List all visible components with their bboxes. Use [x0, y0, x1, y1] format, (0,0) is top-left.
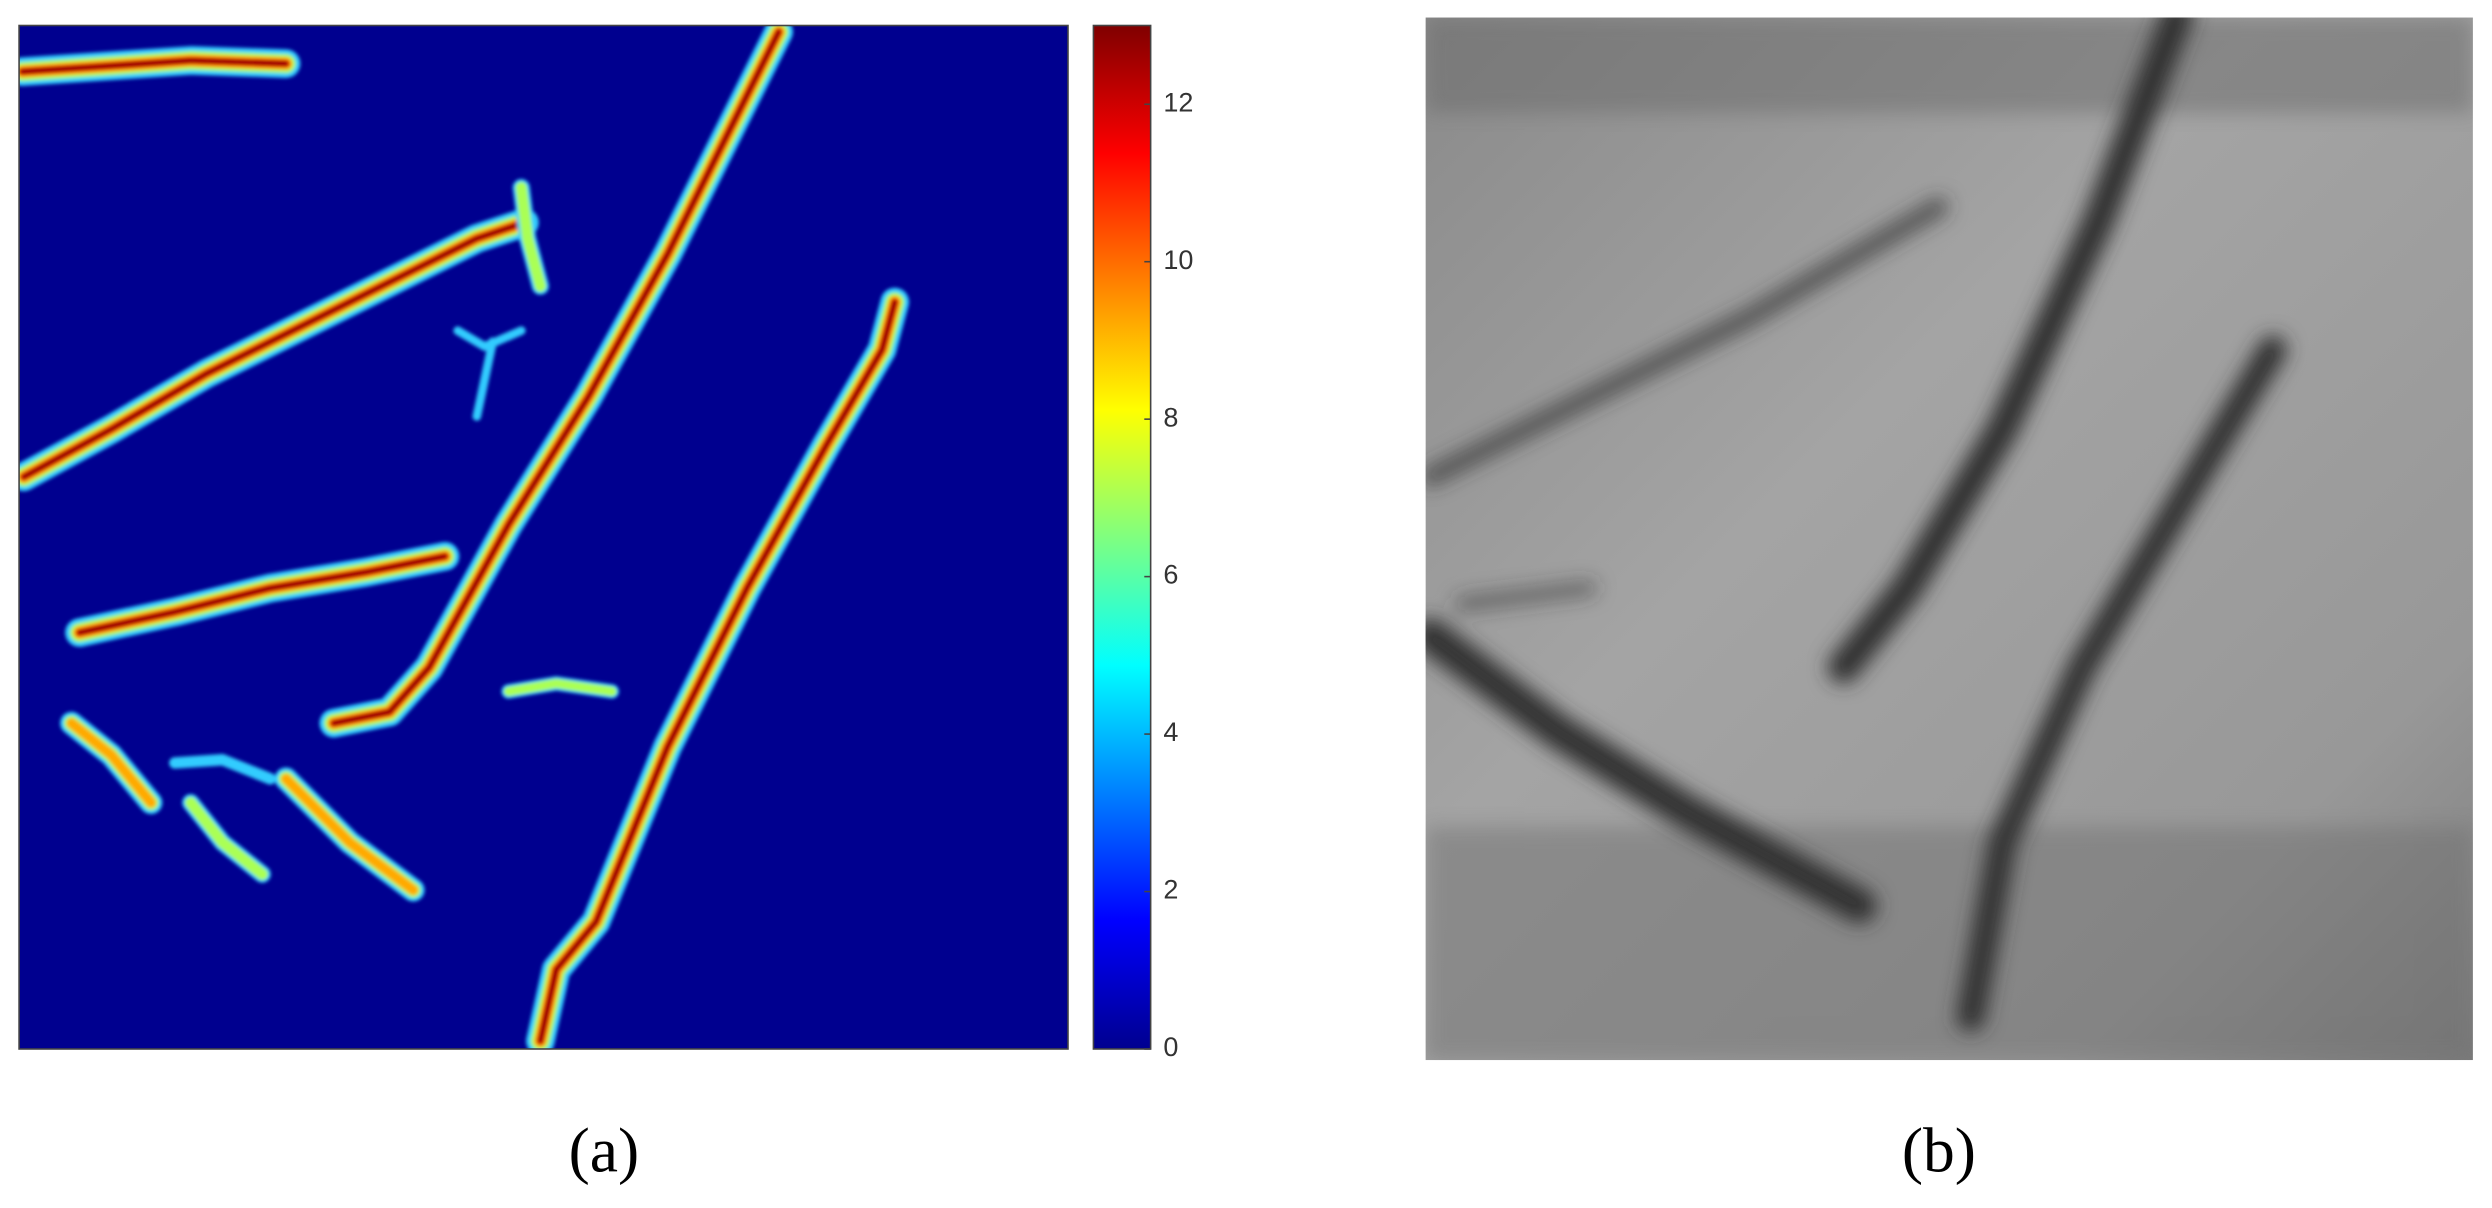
- image-shade: [1425, 17, 2473, 113]
- vessel: [1956, 335, 2287, 1032]
- colorbar-tick-label: 8: [1163, 402, 1178, 432]
- colorbar-tick-label: 2: [1163, 875, 1178, 905]
- streak: [472, 337, 497, 421]
- caption: (a): [569, 1115, 640, 1186]
- caption: (b): [1902, 1115, 1976, 1186]
- vessel: [1425, 197, 1949, 487]
- vessel: [1425, 618, 1877, 924]
- streak: [20, 58, 289, 74]
- colorbar-tick-label: 10: [1163, 245, 1193, 275]
- streak: [515, 181, 547, 292]
- streak: [331, 29, 781, 726]
- image-vessels: [1425, 17, 2287, 1032]
- heatmap-frame: [18, 24, 1069, 1050]
- streak: [77, 554, 447, 635]
- streak: [184, 796, 268, 880]
- heatmap-streaks: [19, 25, 910, 1049]
- colorbar: [1092, 24, 1152, 1050]
- image-shade: [1425, 826, 2473, 1061]
- vessel: [1454, 580, 1598, 612]
- streak: [280, 773, 419, 896]
- colorbar-tick-label: 6: [1163, 560, 1178, 590]
- streak: [169, 754, 276, 785]
- colorbar-tick-label: 12: [1163, 87, 1193, 117]
- streak: [538, 300, 897, 1044]
- colorbar-tick-label: 4: [1163, 717, 1178, 747]
- colorbar-tick-label: 0: [1163, 1032, 1178, 1062]
- streak: [21, 220, 527, 479]
- streak: [453, 326, 526, 351]
- heatmap-background: [19, 25, 1069, 1049]
- grayscale-image: [1425, 17, 2473, 1061]
- vessel: [1827, 17, 2194, 684]
- streak: [503, 678, 617, 697]
- streak: [66, 718, 157, 808]
